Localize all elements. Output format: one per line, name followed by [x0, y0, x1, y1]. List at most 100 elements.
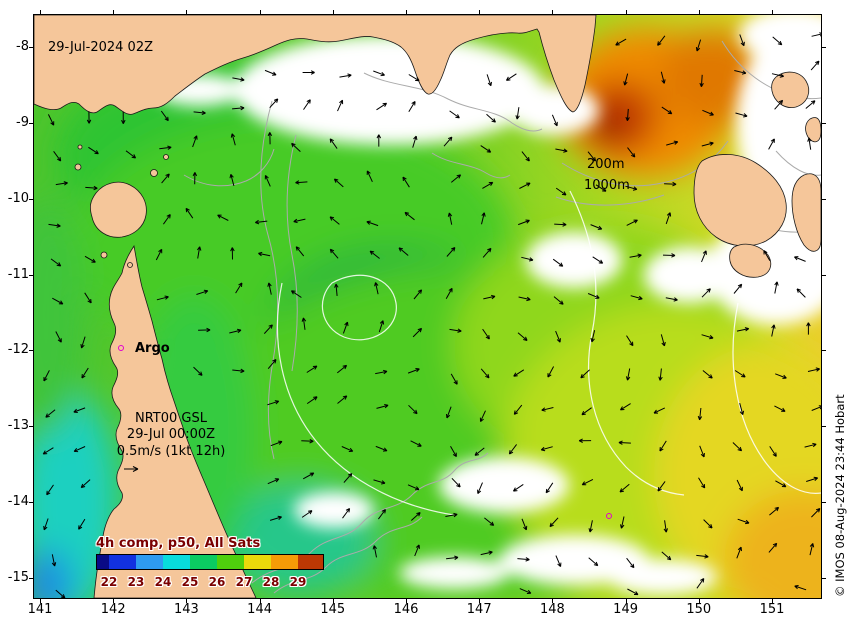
y-axis-tick-label: -10 — [7, 190, 29, 206]
current-vector-arrow — [581, 478, 594, 486]
axis-tick-mark — [29, 502, 33, 504]
current-vector-arrow — [264, 175, 271, 187]
x-axis-tick-label: 148 — [539, 602, 565, 617]
current-vector-arrow — [658, 368, 663, 381]
argo-float-marker — [118, 345, 124, 351]
current-vector-arrow — [735, 112, 748, 118]
current-vector-arrow — [235, 282, 243, 294]
axis-tick-mark — [822, 502, 826, 504]
axis-tick-mark — [406, 10, 407, 14]
colorbar-tick-label: 25 — [181, 575, 199, 589]
current-vector-arrow — [592, 256, 604, 264]
current-vector-arrow — [665, 297, 678, 302]
current-vector-arrow — [267, 359, 277, 370]
current-vector-arrow — [590, 224, 603, 230]
current-vector-arrow — [554, 222, 567, 227]
current-vector-arrow — [515, 107, 520, 120]
x-axis-tick-label: 142 — [100, 602, 126, 617]
current-vector-arrow — [629, 253, 642, 258]
current-vector-arrow — [796, 288, 806, 298]
current-vector-arrow — [619, 403, 631, 411]
current-vector-arrow — [376, 404, 389, 409]
current-vector-arrow — [771, 73, 785, 78]
land-torres-islands — [89, 181, 147, 238]
current-vector-arrow — [615, 38, 627, 46]
current-vector-arrow — [193, 366, 203, 376]
current-vector-arrow — [398, 247, 409, 256]
axis-tick-mark — [29, 350, 33, 352]
current-vector-arrow — [81, 367, 89, 379]
current-vector-arrow — [698, 477, 706, 489]
current-vector-arrow — [627, 147, 636, 158]
current-vector-arrow — [588, 520, 593, 533]
current-vector-arrow — [697, 407, 703, 421]
current-vector-arrow — [302, 472, 315, 480]
current-vector-arrow — [588, 557, 599, 567]
x-axis-tick-label: 150 — [686, 602, 712, 617]
current-vector-arrow — [446, 555, 459, 561]
current-vector-arrow — [555, 555, 562, 567]
current-vector-arrow — [806, 322, 811, 335]
colorbar-tick-label: 22 — [100, 575, 118, 589]
current-vector-arrow — [55, 181, 68, 186]
current-vector-arrow — [229, 173, 235, 187]
model-info: NRT00 GSL 29-Jul 00:00Z 0.5m/s (1kt 12h) — [96, 411, 246, 478]
current-vector-arrow — [587, 151, 597, 162]
current-vector-arrow — [519, 182, 531, 189]
current-vector-arrow — [306, 365, 318, 373]
colorbar-title: 4h comp, p50, All Sats — [96, 536, 261, 551]
current-vector-arrow — [80, 479, 91, 489]
colorbar-segment — [136, 555, 163, 569]
velocity-scale-arrow — [124, 465, 139, 472]
current-vector-arrow — [513, 404, 523, 415]
current-vector-arrow — [404, 211, 415, 221]
current-vector-arrow — [587, 293, 600, 299]
colorbar-tick-label: 28 — [262, 575, 280, 589]
current-vector-arrow — [512, 483, 524, 492]
current-vector-arrow — [301, 317, 307, 330]
current-vector-arrow — [734, 370, 746, 378]
current-vector-arrow — [449, 110, 460, 119]
current-vector-arrow — [663, 520, 668, 533]
current-vector-arrow — [481, 212, 486, 225]
current-vector-arrow — [804, 442, 817, 448]
current-vector-arrow — [451, 477, 461, 488]
axis-tick-mark — [772, 10, 773, 14]
current-vector-arrow — [196, 289, 209, 295]
current-vector-arrow — [267, 478, 280, 485]
current-vector-arrow — [580, 369, 590, 379]
current-vector-arrow — [375, 445, 388, 452]
current-vector-arrow — [666, 140, 679, 146]
current-vector-arrow — [771, 324, 776, 337]
axis-tick-mark — [552, 599, 554, 603]
current-vector-arrow — [811, 32, 821, 37]
current-vector-arrow — [626, 335, 634, 347]
x-axis-tick-label: 149 — [613, 602, 639, 617]
current-vector-arrow — [51, 554, 57, 567]
current-vector-arrow — [55, 589, 66, 598]
current-vector-arrow — [736, 479, 743, 492]
current-vector-arrow — [232, 105, 245, 111]
current-vector-arrow — [342, 508, 351, 519]
no-data-clouds — [154, 15, 821, 595]
land — [34, 15, 821, 598]
current-vector-arrow — [450, 373, 458, 385]
axis-tick-mark — [40, 10, 41, 14]
current-vector-arrow — [805, 100, 816, 109]
current-vector-arrow — [295, 180, 308, 185]
colorbar-segment — [244, 555, 271, 569]
current-vector-arrow — [160, 110, 169, 122]
current-vector-arrow — [736, 546, 742, 559]
current-vector-arrow — [763, 250, 771, 262]
current-vector-arrow — [295, 246, 305, 257]
current-vector-arrow — [42, 447, 54, 455]
axis-tick-mark — [29, 47, 33, 48]
y-axis-tick-label: -15 — [7, 569, 29, 585]
argo-label: Argo — [135, 341, 170, 356]
current-vector-arrow — [657, 481, 666, 492]
current-vector-arrow — [807, 367, 821, 372]
y-axis-tick-label: -14 — [7, 494, 29, 510]
current-vector-arrow — [732, 442, 743, 452]
current-vector-arrow — [85, 185, 98, 191]
y-axis-tick-label: -8 — [16, 39, 29, 54]
